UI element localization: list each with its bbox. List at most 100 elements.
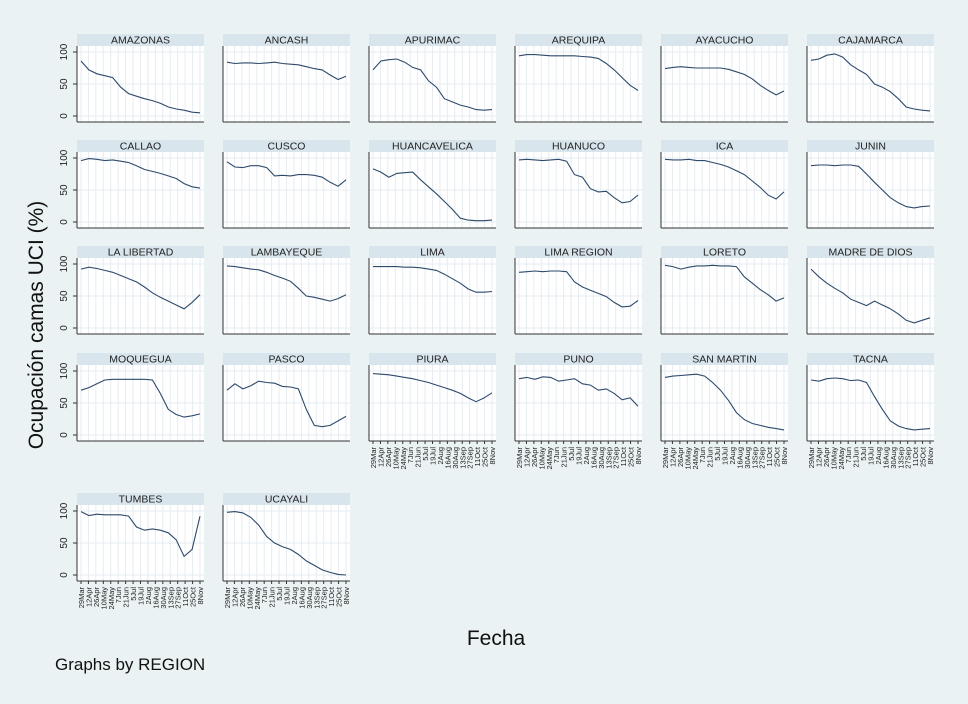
graphs-by-note: Graphs by REGION [55,655,205,674]
x-tick-label: 24May [837,447,846,470]
series-line [226,265,347,302]
x-tick-label: 5Jul [859,447,868,461]
x-tick-label: 21Jun [268,587,277,607]
x-tick-label: 7Jun [114,587,123,603]
panel-piura: PIURA 29Mar12Apr26Apr10May24May7Jun21Jun5… [368,353,497,470]
x-tick-label: 12Apr [814,446,823,467]
series-line [664,158,785,200]
panel-strip [223,493,350,505]
x-tick-label: 16Aug [881,447,890,469]
panel-title: HUANUCO [552,141,605,153]
panel-strip [661,353,788,365]
panel-title: LIMA [420,247,445,259]
y-tick-label: 100 [59,255,70,272]
y-tick-label: 50 [59,78,70,90]
x-tick-label: 27Sep [758,447,767,469]
panel-loreto: LORETO [660,246,788,335]
panel-strip [807,246,934,258]
x-tick-label: 19Jul [575,447,584,465]
panel-strip [77,493,204,505]
panel-title: APURIMAC [405,35,461,47]
x-tick-label: 5Jul [713,447,722,461]
x-tick-label: 21Jun [414,447,423,467]
y-tick-label: 0 [59,219,70,225]
x-tick-label: 27Sep [466,447,475,469]
panel-strip [807,34,934,46]
panel-strip [515,246,642,258]
series-line [80,511,201,558]
panel-title: LORETO [703,247,746,259]
series-line [226,380,347,428]
x-tick-label: 25Oct [627,446,636,467]
x-tick-label: 26Apr [238,586,247,607]
series-line [518,54,639,91]
series-line [80,378,201,418]
x-tick-label: 13Sep [750,447,759,469]
x-tick-label: 13Sep [896,447,905,469]
x-tick-label: 10May [683,447,692,470]
x-tick-label: 24May [253,587,262,610]
y-tick-label: 0 [59,572,70,578]
panel-title: HUANCAVELICA [392,141,473,153]
y-tick-label: 100 [59,43,70,60]
panel-title: AYACUCHO [696,35,754,47]
x-tick-label: 8Nov [196,587,205,605]
x-tick-label: 8Nov [488,447,497,465]
panel-strip [223,246,350,258]
panel-ancash: ANCASH [222,34,350,123]
x-tick-label: 8Nov [926,447,935,465]
x-tick-label: 8Nov [780,447,789,465]
panel-lambayeque: LAMBAYEQUE [222,246,350,335]
panel-title: LIMA REGION [544,247,612,259]
x-tick-label: 12Apr [522,446,531,467]
x-tick-label: 5Jul [275,587,284,601]
x-tick-label: 27Sep [904,447,913,469]
panel-cusco: CUSCO [222,140,350,229]
panel-title: ICA [716,141,734,153]
x-tick-label: 8Nov [634,447,643,465]
x-tick-label: 29Mar [223,587,232,609]
x-tick-label: 11Oct [181,586,190,606]
x-tick-label: 19Jul [721,447,730,465]
y-tick-label: 100 [59,502,70,519]
series-line [226,61,347,81]
x-tick-label: 16Aug [151,587,160,609]
panel-strip [515,353,642,365]
x-tick-label: 10May [391,447,400,470]
x-tick-label: 8Nov [342,587,351,605]
panel-strip [807,353,934,365]
x-tick-label: 19Jul [867,447,876,465]
series-line [810,53,931,112]
x-tick-label: 13Sep [166,587,175,609]
x-tick-label: 25Oct [189,586,198,607]
series-line [372,58,493,111]
panel-title: MADRE DE DIOS [828,247,912,259]
x-tick-label: 16Aug [443,447,452,469]
panel-strip [223,353,350,365]
y-tick-label: 50 [59,290,70,302]
x-tick-label: 24May [399,447,408,470]
x-tick-label: 26Apr [92,586,101,607]
panel-title: TACNA [853,354,888,366]
x-tick-label: 16Aug [297,587,306,609]
panel-huanuco: HUANUCO [514,140,642,229]
panel-title: TUMBES [119,494,163,506]
x-tick-label: 7Jun [406,447,415,463]
panel-madre-de-dios: MADRE DE DIOS [806,246,934,335]
x-tick-label: 29Mar [77,587,86,609]
x-tick-label: 24May [107,587,116,610]
x-tick-label: 11Oct [327,586,336,606]
x-tick-label: 29Mar [515,447,524,469]
x-tick-label: 10May [99,587,108,610]
panel-lima: LIMA [368,246,496,335]
x-tick-label: 27Sep [174,587,183,609]
x-tick-label: 21Jun [852,447,861,467]
x-tick-label: 5Jul [129,587,138,601]
x-tick-label: 21Jun [560,447,569,467]
y-tick-label: 100 [59,362,70,379]
x-tick-label: 2Aug [582,447,591,465]
panel-strip [515,140,642,152]
x-tick-label: 10May [245,587,254,610]
panel-title: PUNO [563,354,593,366]
panel-title: LA LIBERTAD [108,247,174,259]
